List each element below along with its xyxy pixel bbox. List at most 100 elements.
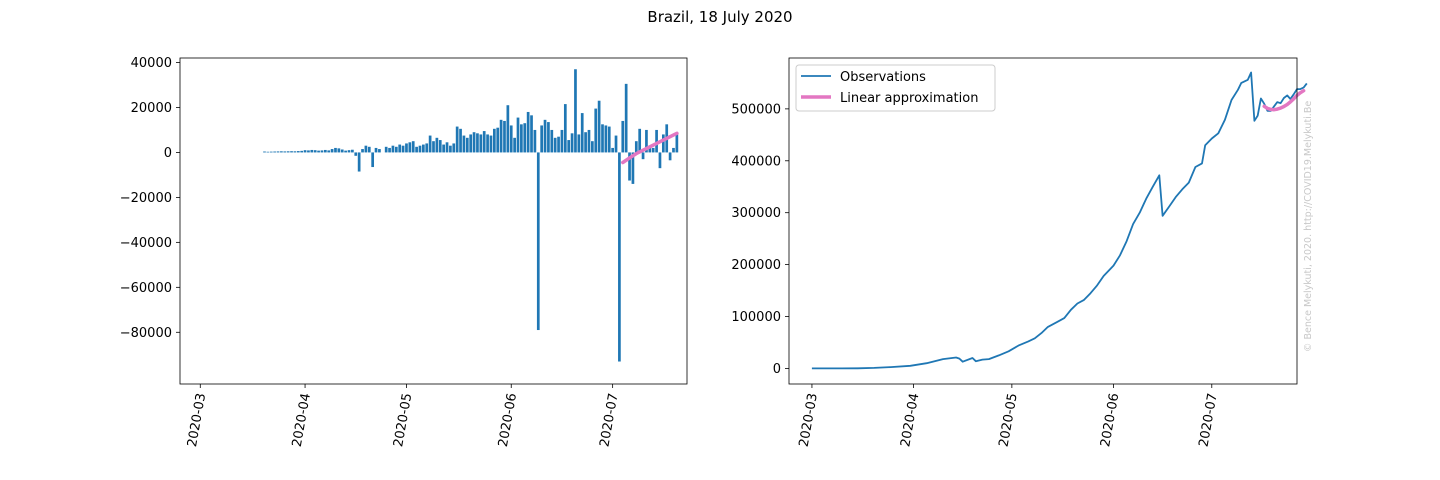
daily-bar: [303, 150, 307, 153]
legend: Observations Linear approximation: [795, 64, 996, 112]
daily-bar: [540, 125, 544, 153]
daily-bar: [503, 120, 506, 153]
daily-bar: [361, 149, 364, 153]
daily-bar: [462, 135, 466, 153]
left-y-axis: 40000 20000 0 −20000 −40000 −60000 −80000: [120, 56, 180, 341]
figure-title: Brazil, 18 July 2020: [647, 8, 792, 26]
daily-bar: [347, 150, 351, 153]
right-y-tick-label: 500000: [731, 102, 781, 117]
left-x-tick-label: 2020-06: [496, 392, 520, 448]
daily-bar: [384, 146, 388, 153]
daily-bar: [266, 151, 270, 153]
daily-bar: [492, 128, 496, 153]
daily-bar: [263, 151, 266, 153]
daily-bar: [486, 134, 489, 153]
left-y-tick-label: 40000: [131, 56, 172, 71]
cumulative-line-chart: 2020-03 2020-04 2020-05 2020-06 2020-07 0 100…: [731, 57, 1308, 448]
daily-bar: [307, 150, 310, 153]
daily-bar: [415, 146, 418, 153]
left-plot-frame: [179, 57, 688, 385]
daily-bar: [634, 141, 638, 153]
daily-bar: [442, 144, 445, 153]
daily-bar: [449, 145, 452, 153]
daily-bar: [290, 151, 293, 153]
daily-bar: [476, 133, 479, 153]
daily-bar: [621, 120, 625, 153]
daily-bar: [550, 129, 554, 153]
left-y-tick-label: 0: [164, 146, 172, 161]
daily-bar: [273, 151, 276, 153]
daily-bar: [422, 144, 425, 153]
daily-bar: [354, 152, 358, 156]
daily-bar: [310, 149, 314, 153]
daily-bar: [591, 141, 594, 153]
daily-bar: [317, 150, 320, 153]
left-x-tick-label: 2020-07: [597, 392, 621, 448]
daily-bar: [624, 83, 628, 153]
daily-bar: [351, 149, 354, 153]
left-x-axis: 2020-03 2020-04 2020-05 2020-06 2020-07: [185, 384, 622, 448]
daily-bar: [536, 152, 540, 331]
daily-bar: [411, 141, 415, 153]
right-y-tick-label: 0: [773, 362, 781, 377]
daily-bar: [286, 151, 290, 153]
approximation-line: [621, 131, 679, 165]
daily-bar: [367, 146, 371, 153]
cumulative-lines: [811, 71, 1308, 370]
daily-bar: [631, 152, 635, 184]
right-plot-frame: [788, 57, 1298, 385]
daily-bar: [465, 137, 469, 153]
daily-bar: [658, 152, 662, 169]
daily-bar: [320, 150, 324, 153]
daily-bar: [405, 143, 408, 153]
daily-bar: [567, 140, 571, 153]
daily-bar: [428, 135, 432, 153]
right-x-tick-label: 2020-04: [898, 392, 922, 448]
daily-bar: [672, 147, 675, 153]
daily-bar: [482, 131, 486, 153]
daily-bar: [513, 137, 516, 153]
daily-bar: [526, 111, 530, 153]
daily-bar: [611, 147, 614, 153]
daily-bar: [459, 128, 462, 153]
daily-change-approximation: [621, 131, 679, 165]
daily-bar: [557, 136, 560, 153]
right-x-tick-label: 2020-03: [797, 392, 821, 448]
right-y-tick-label: 100000: [731, 310, 781, 325]
daily-bar: [344, 150, 347, 153]
daily-bar: [469, 134, 473, 153]
daily-bar: [543, 119, 547, 153]
daily-bar: [607, 126, 611, 153]
daily-bar: [293, 151, 297, 153]
daily-bar: [327, 150, 331, 153]
daily-bar: [648, 146, 652, 153]
daily-change-bars: [263, 69, 679, 362]
daily-bar: [675, 134, 679, 153]
daily-bar: [597, 100, 601, 153]
approximation-line: [1262, 88, 1306, 112]
daily-bar: [594, 108, 598, 153]
daily-bar: [618, 152, 621, 362]
observations-line: [811, 71, 1308, 370]
daily-bar: [638, 128, 642, 153]
legend-box: [795, 64, 996, 112]
daily-bar: [604, 125, 608, 153]
daily-bar: [269, 151, 273, 153]
daily-bar: [364, 145, 368, 153]
right-x-axis: 2020-03 2020-04 2020-05 2020-06 2020-07: [797, 384, 1221, 448]
daily-bar: [455, 126, 459, 153]
daily-bar: [394, 146, 398, 153]
left-x-tick-label: 2020-03: [185, 392, 209, 448]
daily-bar: [580, 113, 584, 153]
daily-bar: [587, 129, 591, 153]
legend-label-observations: Observations: [840, 70, 926, 85]
right-y-tick-label: 400000: [731, 154, 781, 169]
daily-bar: [516, 117, 520, 153]
daily-bar: [283, 151, 287, 153]
daily-bar: [553, 137, 557, 153]
left-y-tick-label: −20000: [120, 191, 172, 206]
daily-bar: [570, 133, 574, 153]
right-x-tick-label: 2020-06: [1098, 392, 1122, 448]
daily-bar: [445, 142, 449, 153]
